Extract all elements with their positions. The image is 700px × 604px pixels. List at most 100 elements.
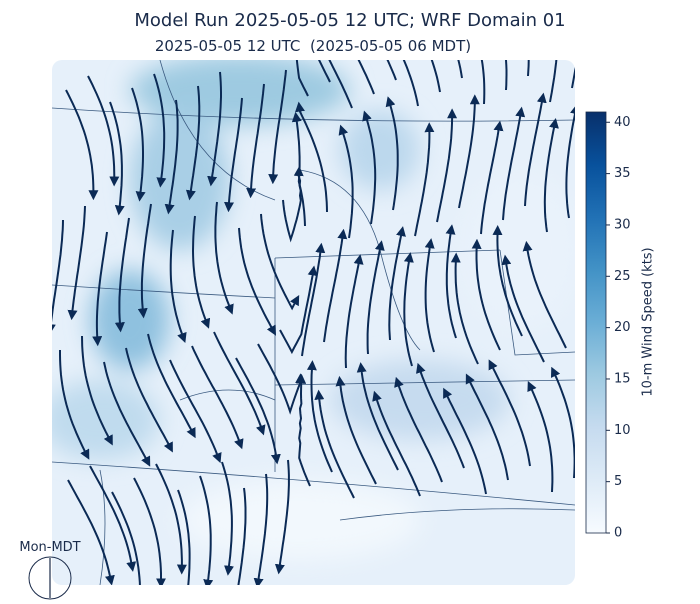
streamline: [65, 89, 99, 201]
streamline: [350, 60, 397, 81]
colorbar-tick-label: 5: [614, 474, 622, 489]
streamline: [67, 205, 86, 321]
colorbar-tick-label: 15: [614, 371, 631, 386]
streamline: [501, 254, 545, 363]
streamline: [296, 373, 311, 487]
streamline: [294, 60, 309, 97]
streamline: [213, 331, 266, 436]
streamline: [297, 60, 331, 83]
streamline: [565, 104, 575, 219]
streamline: [436, 108, 458, 223]
streamline: [81, 335, 113, 446]
streamline: [445, 224, 457, 339]
colorbar-tick-label: 35: [614, 166, 631, 181]
streamline: [67, 479, 115, 585]
streamline: [483, 60, 508, 91]
colorbar-tick-label: 30: [614, 217, 631, 232]
streamline: [133, 477, 166, 585]
streamline: [235, 357, 281, 465]
streamline: [221, 461, 234, 576]
streamline: [524, 92, 547, 207]
streamline: [424, 238, 435, 353]
streamline: [246, 83, 265, 199]
streamline: [335, 375, 377, 485]
streamline: [328, 60, 375, 95]
streamline: [295, 101, 328, 213]
streamline: [416, 362, 465, 469]
streamline: [385, 96, 399, 211]
wind-shading: [52, 60, 575, 560]
streamline: [268, 69, 287, 185]
streamline: [92, 231, 108, 347]
colorbar: 0 5 10 15 20 25 30 35 40: [585, 111, 631, 541]
streamline: [362, 110, 377, 225]
streamline: [238, 227, 276, 336]
subtitle: 2025-05-05 12 UTC (2025-05-05 06 MDT): [155, 37, 471, 55]
streamline: [366, 240, 385, 355]
streamline: [291, 111, 306, 227]
streamline: [398, 60, 441, 93]
streamline: [414, 122, 435, 237]
streamline: [279, 265, 318, 355]
streamline: [274, 459, 290, 575]
colorbar-label: 10-m Wind Speed (kts): [641, 247, 656, 396]
streamline: [502, 106, 526, 221]
streamline: [549, 60, 559, 103]
streamline: [224, 97, 243, 213]
streamline: [52, 219, 64, 335]
streamline: [306, 360, 333, 473]
title: Model Run 2025-05-05 12 UTC; WRF Domain …: [134, 10, 565, 31]
clock-icon: [28, 556, 72, 600]
streamline: [314, 389, 355, 499]
streamline: [153, 73, 167, 188]
colorbar-tick-label: 0: [614, 526, 622, 541]
streamline: [191, 215, 211, 329]
streamline: [214, 201, 234, 315]
streamline: [323, 228, 348, 343]
colorbar-tick-label: 25: [614, 269, 631, 284]
streamline: [394, 376, 443, 483]
streamline: [522, 240, 567, 349]
streamline: [260, 213, 300, 311]
streamline: [109, 101, 125, 216]
streamline: [199, 475, 214, 585]
streamline: [543, 117, 559, 233]
streamline: [103, 361, 151, 467]
streamline: [147, 333, 196, 439]
colorbar-scale: [585, 111, 607, 534]
streamline: [59, 350, 90, 460]
streamline: [89, 465, 137, 572]
streamline: [164, 99, 179, 215]
colorbar-tick-label: 20: [614, 320, 631, 335]
streamline: [87, 75, 120, 187]
streamline: [169, 359, 222, 464]
streamline: [169, 229, 187, 344]
streamline: [253, 473, 269, 585]
streamline: [137, 203, 152, 319]
streamline: [177, 489, 191, 585]
streamline: [306, 60, 353, 109]
colorbar-tick-label: 40: [614, 115, 631, 130]
streamline: [443, 387, 487, 495]
streamline: [465, 373, 509, 481]
streamline: [550, 366, 575, 479]
streamline: [344, 254, 364, 369]
streamline: [111, 491, 142, 585]
streamline: [131, 87, 146, 202]
streamline: [450, 252, 479, 365]
streamline: [338, 124, 354, 239]
streamline: [125, 347, 173, 453]
streamline: [207, 71, 222, 187]
streamline: [372, 390, 421, 497]
streamline: [488, 359, 531, 467]
streamline: [527, 380, 554, 493]
map: [52, 60, 575, 585]
streamline: [403, 252, 414, 367]
streamline: [480, 120, 504, 235]
streamline: [421, 60, 463, 79]
streamline: [471, 238, 501, 351]
streamline: [376, 60, 419, 107]
streamline: [155, 463, 187, 575]
streamline: [356, 362, 399, 471]
